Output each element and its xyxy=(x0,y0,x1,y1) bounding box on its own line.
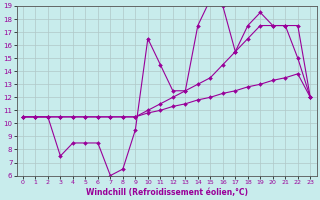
X-axis label: Windchill (Refroidissement éolien,°C): Windchill (Refroidissement éolien,°C) xyxy=(85,188,248,197)
